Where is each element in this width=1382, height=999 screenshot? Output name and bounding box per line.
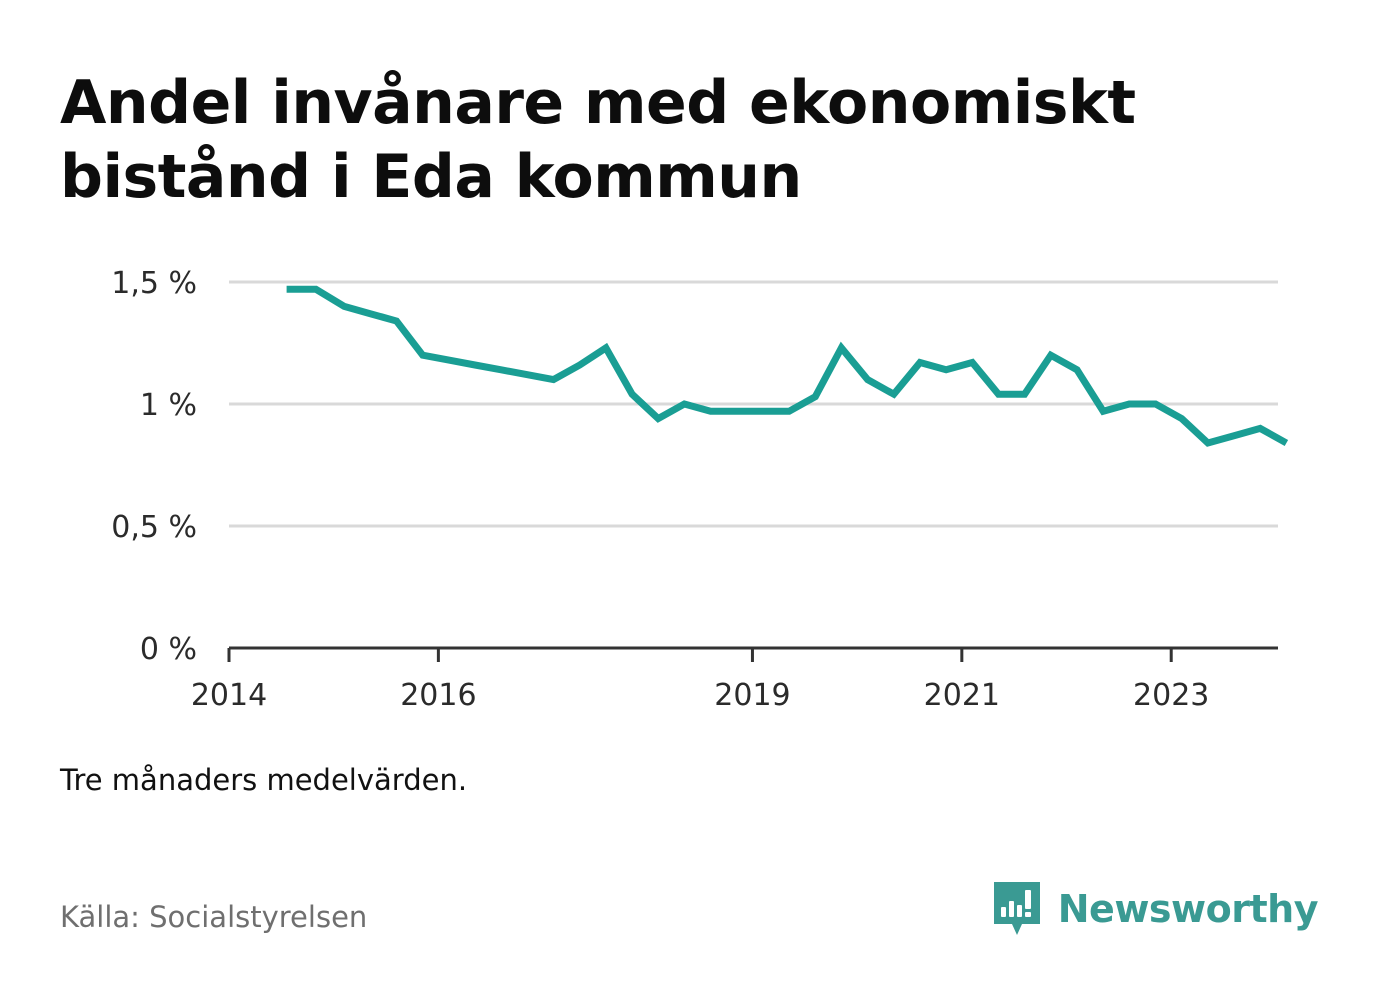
x-tick-label: 2023 (1133, 678, 1209, 713)
x-tick-label: 2021 (924, 678, 1000, 713)
y-tick-label: 1 % (140, 388, 197, 423)
source-credit: Källa: Socialstyrelsen (60, 900, 368, 934)
grid-lines (229, 280, 1278, 528)
y-tick-label: 1,5 % (111, 266, 197, 301)
y-tick-label: 0,5 % (111, 510, 197, 545)
chart-note: Tre månaders medelvärden. (60, 763, 468, 797)
series-line (286, 285, 1289, 447)
x-tick-label: 2019 (714, 678, 790, 713)
data-series (286, 285, 1289, 447)
brand-name: Newsworthy (1057, 887, 1319, 931)
line-chart: 0 % 0,5 % 1 % 1,5 % 2014 2016 2019 2021 2023 (111, 266, 1289, 713)
x-axis (227, 646, 1278, 662)
chart-title: Andel invånare med ekonomiskt bistånd i … (60, 68, 1136, 212)
newsworthy-bar-chart-logo-icon (993, 882, 1040, 935)
x-axis-tick-labels: 2014 2016 2019 2021 2023 (191, 678, 1210, 713)
y-tick-label: 0 % (140, 632, 197, 667)
x-tick-label: 2016 (400, 678, 476, 713)
brand-logo[interactable]: Newsworthy (992, 878, 1319, 940)
y-axis-tick-labels: 0 % 0,5 % 1 % 1,5 % (111, 266, 197, 667)
x-tick-label: 2014 (191, 678, 267, 713)
